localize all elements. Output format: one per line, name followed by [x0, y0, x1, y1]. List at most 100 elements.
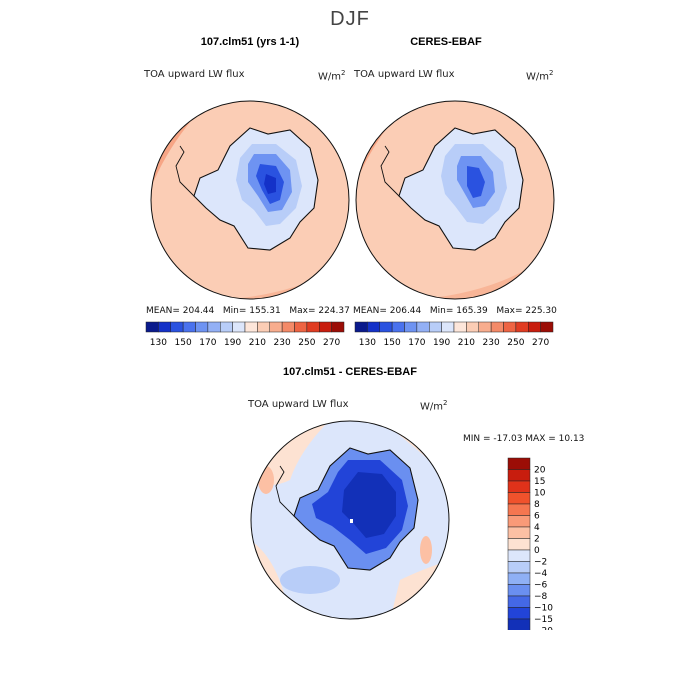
obs-units-exponent: 2: [549, 69, 554, 77]
colorbar-swatch: [507, 538, 531, 551]
colorbar-tick-label: 6: [534, 512, 540, 522]
colorbar-tick-label: −6: [534, 581, 548, 591]
model-variable-label: TOA upward LW flux: [144, 69, 245, 80]
model-max-value: 224.37: [318, 306, 350, 316]
colorbar-swatch: [540, 321, 554, 333]
obs-mean-value: 206.44: [389, 306, 422, 316]
ice-contour-core: [264, 174, 276, 194]
model-panel-title: 107.clm51 (yrs 1-1): [200, 36, 300, 48]
colorbar-swatch: [391, 321, 405, 333]
colorbar-swatch: [244, 321, 258, 333]
colorbar-swatch: [515, 321, 529, 333]
colorbar-swatch: [158, 321, 171, 333]
colorbar-swatch: [220, 321, 233, 333]
obs-units-label: W/m2: [526, 69, 553, 82]
colorbar-swatch: [269, 321, 283, 333]
colorbar-swatch: [404, 321, 418, 333]
model-units-label: W/m2: [318, 69, 345, 82]
diff-panel-title: 107.clm51 - CERES-EBAF: [283, 366, 417, 378]
obs-max-label: Max=: [496, 306, 523, 316]
obs-panel-title: CERES-EBAF: [410, 36, 482, 48]
colorbar-swatch: [507, 618, 531, 630]
colorbar-tick-label: 15: [534, 477, 545, 487]
colorbar-swatch: [507, 480, 531, 493]
colorbar-swatch: [281, 321, 295, 333]
colorbar-swatch: [145, 321, 159, 333]
coastline: [398, 127, 524, 251]
colorbar-tick-label: 10: [534, 489, 546, 499]
colorbar-tick-label: 270: [323, 338, 340, 348]
positive-anomaly-east: [420, 536, 432, 564]
colorbar-swatch: [319, 321, 332, 333]
colorbar-swatch: [503, 321, 517, 333]
colorbar-tick-label: 170: [199, 338, 216, 348]
colorbar-swatch: [507, 503, 531, 516]
colorbar-swatch: [182, 321, 196, 333]
colorbar-tick-label: 170: [408, 338, 425, 348]
colorbar-swatch: [207, 321, 221, 333]
colorbar-tick-label: 4: [534, 523, 540, 533]
obs-stats: MEAN= 206.44 Min= 165.39 Max= 225.30: [353, 306, 557, 316]
model-units-base: W/m: [318, 71, 341, 83]
model-units-exponent: 2: [341, 69, 346, 77]
colorbar-swatch: [367, 321, 380, 333]
obs-max-value: 225.30: [525, 306, 557, 316]
colorbar-tick-label: 190: [433, 338, 450, 348]
colorbar-swatch: [379, 321, 393, 333]
colorbar-swatch: [466, 321, 479, 333]
peninsula-coast: [275, 465, 295, 517]
map-border: [250, 420, 450, 620]
obs-units-base: W/m: [526, 71, 549, 83]
colorbar-tick-label: 150: [384, 338, 401, 348]
colorbar-tick-label: 210: [458, 338, 475, 348]
colorbar-tick-label: 2: [534, 535, 540, 545]
colorbar-tick-label: 20: [534, 466, 546, 476]
diff-units-base: W/m: [420, 401, 443, 413]
colorbar-swatch: [195, 321, 209, 333]
ice-contour-deep: [467, 166, 485, 198]
colorbar-swatch: [507, 457, 531, 470]
light-negative-anomaly: [280, 566, 340, 594]
model-mean-label: MEAN=: [146, 306, 180, 316]
model-stats: MEAN= 204.44 Min= 155.31 Max= 224.37: [146, 306, 350, 316]
colorbar-tick-label: 210: [249, 338, 266, 348]
colorbar-tick-label: 0: [534, 546, 540, 556]
model-min-value: 155.31: [249, 306, 281, 316]
colorbar-tick-label: 250: [507, 338, 524, 348]
colorbar-swatch: [507, 607, 531, 620]
colorbar-swatch: [429, 321, 442, 333]
colorbar-swatch: [507, 595, 531, 608]
obs-colorbar: 130 150 170 190 210 230 250 270: [354, 321, 554, 348]
diff-minmax: MIN = -17.03 MAX = 10.13: [463, 434, 585, 444]
colorbar-swatch: [528, 321, 541, 333]
map-border: [355, 100, 555, 300]
colorbar-swatch: [507, 492, 531, 505]
colorbar-swatch: [294, 321, 308, 333]
colorbar-tick-label: −4: [534, 569, 548, 579]
colorbar-tick-label: 190: [224, 338, 241, 348]
colorbar-tick-label: 150: [175, 338, 192, 348]
colorbar-swatch: [416, 321, 430, 333]
colorbar-swatch: [441, 321, 455, 333]
coastline: [293, 447, 419, 571]
colorbar-tick-label: −2: [534, 558, 547, 568]
colorbar-tick-label: 8: [534, 500, 540, 510]
obs-mean-label: MEAN=: [353, 306, 387, 316]
coastline: [193, 127, 319, 251]
peninsula-coast: [175, 145, 195, 197]
obs-variable-label: TOA upward LW flux: [354, 69, 455, 80]
colorbar-tick-label: 250: [298, 338, 315, 348]
colorbar-swatch: [354, 321, 368, 333]
colorbar-tick-label: 230: [483, 338, 500, 348]
colorbar-swatch: [507, 549, 531, 562]
colorbar-swatch: [507, 526, 531, 539]
colorbar-swatch: [490, 321, 504, 333]
diff-polar-map: [250, 420, 450, 620]
colorbar-tick-label: −10: [534, 604, 553, 614]
colorbar-tick-label: −8: [534, 592, 548, 602]
colorbar-swatch: [331, 321, 345, 333]
colorbar-swatch: [257, 321, 270, 333]
model-max-label: Max=: [289, 306, 316, 316]
model-mean-value: 204.44: [182, 306, 215, 316]
